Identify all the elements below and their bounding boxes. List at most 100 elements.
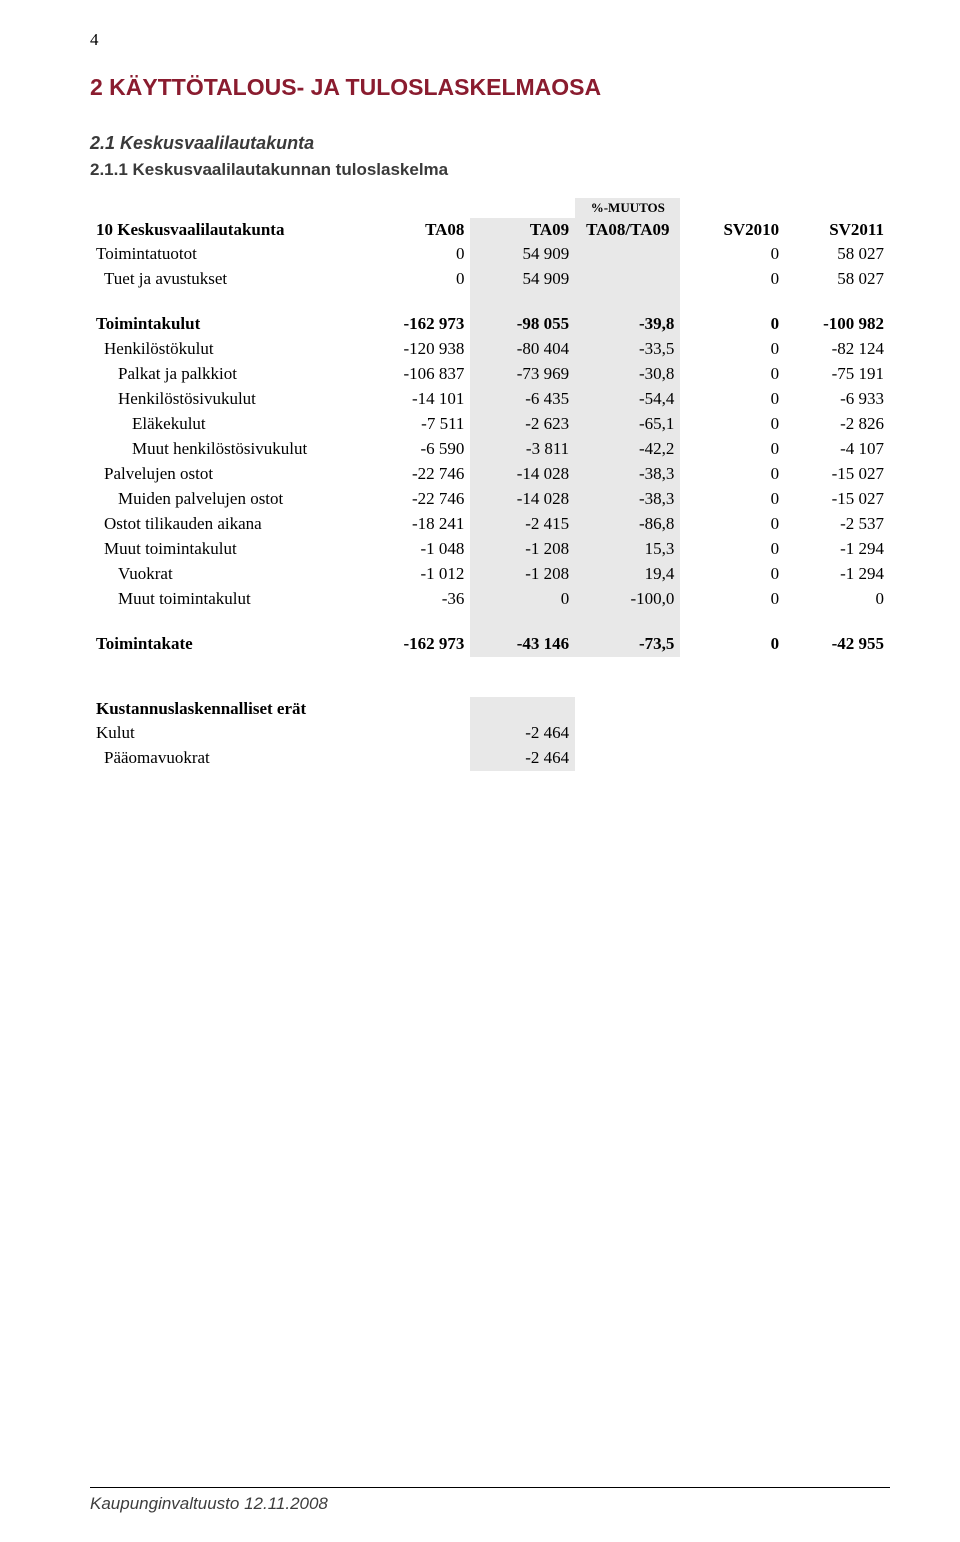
cell: 0	[680, 337, 785, 362]
cell: -2 415	[470, 512, 575, 537]
cell: -1 208	[470, 537, 575, 562]
cell: 0	[680, 387, 785, 412]
table-row: Henkilöstösivukulut -14 101 -6 435 -54,4…	[90, 387, 890, 412]
cell: -2 464	[470, 721, 575, 746]
table-row: Palvelujen ostot -22 746 -14 028 -38,3 0…	[90, 462, 890, 487]
cell: -73,5	[575, 632, 680, 657]
row-label: Kustannuslaskennalliset erät	[90, 697, 366, 722]
cell: 58 027	[785, 267, 890, 292]
table-row: Toimintatuotot 0 54 909 0 58 027	[90, 242, 890, 267]
cell: 0	[470, 587, 575, 612]
row-label: Toimintakate	[90, 632, 366, 657]
col-sv2011: SV2011	[785, 218, 890, 243]
cell: 0	[680, 362, 785, 387]
cell: -1 208	[470, 562, 575, 587]
cell: -65,1	[575, 412, 680, 437]
cell: -22 746	[366, 462, 471, 487]
kust-header-row: Kustannuslaskennalliset erät	[90, 697, 890, 722]
cell: 0	[785, 587, 890, 612]
pct-muutos-label: %-MUUTOS	[575, 198, 680, 218]
table-row: Ostot tilikauden aikana -18 241 -2 415 -…	[90, 512, 890, 537]
cell: 0	[366, 267, 471, 292]
row-label: Muiden palvelujen ostot	[90, 487, 366, 512]
cell: -14 028	[470, 462, 575, 487]
cell: 0	[680, 312, 785, 337]
table-row: Palkat ja palkkiot -106 837 -73 969 -30,…	[90, 362, 890, 387]
cell: -2 537	[785, 512, 890, 537]
cell: -38,3	[575, 462, 680, 487]
row-label: Eläkekulut	[90, 412, 366, 437]
cell: -106 837	[366, 362, 471, 387]
row-label: Pääomavuokrat	[90, 746, 366, 771]
cell	[575, 242, 680, 267]
cell	[575, 267, 680, 292]
cell: -42,2	[575, 437, 680, 462]
cell: 0	[680, 267, 785, 292]
cell: -2 623	[470, 412, 575, 437]
row-label: Muut henkilöstösivukulut	[90, 437, 366, 462]
spacer	[90, 292, 890, 312]
table-header-row-small: %-MUUTOS	[90, 198, 890, 218]
cell: -100,0	[575, 587, 680, 612]
cell: 0	[680, 412, 785, 437]
cell: -15 027	[785, 487, 890, 512]
cell: -1 048	[366, 537, 471, 562]
table-row: Henkilöstökulut -120 938 -80 404 -33,5 0…	[90, 337, 890, 362]
col-ta08: TA08	[366, 218, 471, 243]
cell: -33,5	[575, 337, 680, 362]
row-label: Tuet ja avustukset	[90, 267, 366, 292]
table-row: Muiden palvelujen ostot -22 746 -14 028 …	[90, 487, 890, 512]
cell: 0	[680, 512, 785, 537]
cell: -82 124	[785, 337, 890, 362]
cell: 15,3	[575, 537, 680, 562]
spacer	[90, 612, 890, 632]
cell: -7 511	[366, 412, 471, 437]
cell: 0	[680, 632, 785, 657]
cell: -38,3	[575, 487, 680, 512]
table-row: Muut henkilöstösivukulut -6 590 -3 811 -…	[90, 437, 890, 462]
row-label: Kulut	[90, 721, 366, 746]
cell: -6 435	[470, 387, 575, 412]
entity-header: 10 Keskusvaalilautakunta	[90, 218, 366, 243]
cell: 0	[680, 462, 785, 487]
cell: -42 955	[785, 632, 890, 657]
row-label: Muut toimintakulut	[90, 587, 366, 612]
heading-main: 2 KÄYTTÖTALOUS- JA TULOSLASKELMAOSA	[90, 74, 890, 101]
cell: -14 101	[366, 387, 471, 412]
cell: -1 294	[785, 562, 890, 587]
cell: -75 191	[785, 362, 890, 387]
cell: 0	[680, 242, 785, 267]
cell: -120 938	[366, 337, 471, 362]
cell: -80 404	[470, 337, 575, 362]
cell: -15 027	[785, 462, 890, 487]
cell: -22 746	[366, 487, 471, 512]
cell: -1 294	[785, 537, 890, 562]
page-number: 4	[90, 30, 890, 50]
row-label: Ostot tilikauden aikana	[90, 512, 366, 537]
row-label: Henkilöstösivukulut	[90, 387, 366, 412]
table-row: Kulut -2 464	[90, 721, 890, 746]
footer-text: Kaupunginvaltuusto 12.11.2008	[90, 1487, 890, 1514]
cell: -39,8	[575, 312, 680, 337]
heading-sub2: 2.1.1 Keskusvaalilautakunnan tuloslaskel…	[90, 160, 890, 180]
cell: -100 982	[785, 312, 890, 337]
col-sv2010: SV2010	[680, 218, 785, 243]
cell: 58 027	[785, 242, 890, 267]
heading-sub: 2.1 Keskusvaalilautakunta	[90, 133, 890, 154]
cell: -18 241	[366, 512, 471, 537]
cell: -1 012	[366, 562, 471, 587]
table-row: Tuet ja avustukset 0 54 909 0 58 027	[90, 267, 890, 292]
cell: 0	[680, 587, 785, 612]
row-label: Palvelujen ostot	[90, 462, 366, 487]
cell: 0	[680, 562, 785, 587]
cell: 0	[680, 537, 785, 562]
cell: -162 973	[366, 632, 471, 657]
row-label: Muut toimintakulut	[90, 537, 366, 562]
row-label: Vuokrat	[90, 562, 366, 587]
cell: -2 826	[785, 412, 890, 437]
cell: 19,4	[575, 562, 680, 587]
toimintakate-row: Toimintakate -162 973 -43 146 -73,5 0 -4…	[90, 632, 890, 657]
table-row: Eläkekulut -7 511 -2 623 -65,1 0 -2 826	[90, 412, 890, 437]
table-row: Muut toimintakulut -1 048 -1 208 15,3 0 …	[90, 537, 890, 562]
col-ta09: TA09	[470, 218, 575, 243]
